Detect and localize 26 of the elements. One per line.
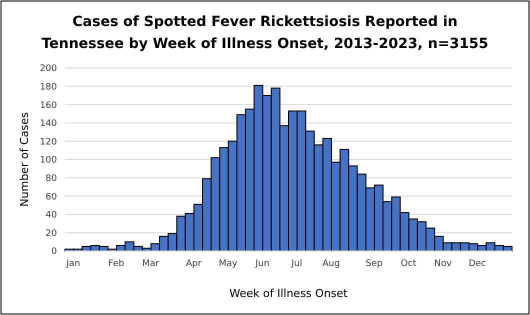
y-tick-label: 140 bbox=[40, 119, 58, 130]
x-tick-label: Jul bbox=[290, 259, 302, 269]
x-tick-label: Sep bbox=[366, 259, 383, 269]
y-tick-label: 100 bbox=[40, 156, 58, 166]
y-tick-label: 40 bbox=[46, 210, 58, 221]
x-tick-label: Mar bbox=[142, 259, 160, 269]
x-tick-label: Jun bbox=[254, 259, 270, 269]
x-tick-label: Jan bbox=[65, 259, 80, 269]
x-tick-label: Feb bbox=[108, 259, 125, 269]
y-tick-label: 60 bbox=[46, 192, 58, 202]
x-tick-label: Nov bbox=[434, 259, 452, 269]
y-axis-title: Number of Cases bbox=[18, 112, 31, 207]
x-tick-label: Dec bbox=[468, 259, 486, 269]
x-tick-label: May bbox=[218, 259, 238, 269]
x-tick-label: Oct bbox=[400, 259, 417, 269]
x-tick-label: Apr bbox=[186, 259, 202, 269]
x-axis-title: Week of Illness Onset bbox=[229, 287, 348, 300]
y-tick-label: 180 bbox=[40, 82, 58, 92]
x-tick-label: Aug bbox=[322, 259, 340, 269]
y-tick-label: 160 bbox=[40, 100, 58, 111]
y-tick-label: 80 bbox=[46, 174, 58, 184]
chart-title: Cases of Spotted Fever Rickettsiosis Reported in Tennessee by Week of Illness Onset, 2013-2023, n=3155 bbox=[42, 14, 488, 52]
y-tick-label: 120 bbox=[40, 137, 58, 148]
y-tick-label: 0 bbox=[51, 247, 58, 258]
y-tick-label: 20 bbox=[46, 228, 58, 239]
y-tick-label: 200 bbox=[40, 64, 58, 74]
